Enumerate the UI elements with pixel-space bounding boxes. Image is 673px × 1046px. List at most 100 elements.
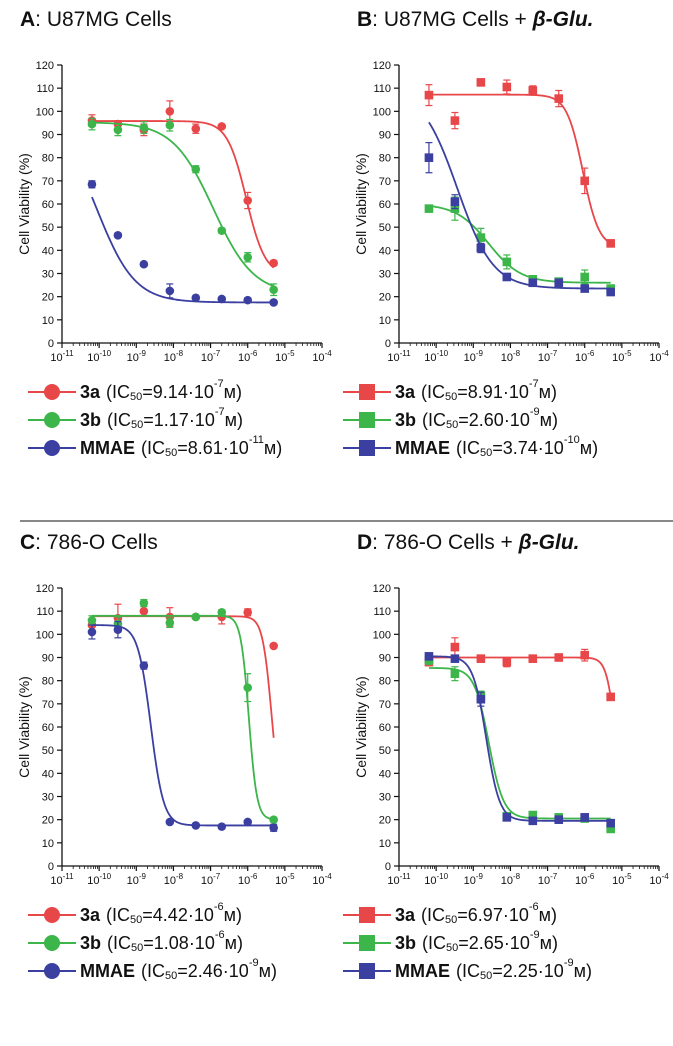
legend-ic50-exp: -6 bbox=[214, 901, 224, 913]
legend-ic50-value: 2.60·10 bbox=[469, 410, 530, 431]
legend-eq: = bbox=[458, 410, 469, 431]
legend-ic-sub: 50 bbox=[445, 914, 457, 926]
legend-ic50-exp: -7 bbox=[215, 406, 225, 418]
legend-item: 3a(IC 50 = 9.14·10 -7 м) bbox=[28, 378, 282, 406]
data-point bbox=[191, 821, 200, 830]
y-tick-label: 90 bbox=[42, 653, 54, 665]
data-point bbox=[451, 643, 460, 652]
legend-unit: м) bbox=[539, 905, 557, 926]
data-point bbox=[580, 273, 589, 282]
x-tick-label: 10-4 bbox=[312, 349, 332, 364]
y-tick-label: 80 bbox=[42, 153, 54, 165]
data-point bbox=[191, 613, 200, 622]
data-point bbox=[425, 652, 434, 661]
data-point bbox=[191, 294, 200, 303]
fit-curve bbox=[92, 616, 274, 738]
data-point bbox=[140, 607, 149, 616]
y-tick-label: 10 bbox=[42, 315, 54, 327]
y-tick-label: 40 bbox=[42, 245, 54, 257]
data-point bbox=[580, 177, 589, 186]
series-3b bbox=[425, 655, 615, 833]
y-tick-label: 100 bbox=[373, 629, 391, 641]
legend-marker bbox=[343, 410, 391, 430]
data-point bbox=[554, 815, 563, 824]
legend-ic-sub: 50 bbox=[446, 942, 458, 954]
fit-curve bbox=[429, 206, 611, 283]
legend-unit: м) bbox=[540, 933, 558, 954]
panel-title-glu: β-Glu. bbox=[533, 8, 594, 31]
legend-marker bbox=[343, 961, 391, 981]
x-tick-label: 10-4 bbox=[649, 349, 669, 364]
x-tick-label: 10-6 bbox=[575, 349, 595, 364]
legend-eq: = bbox=[177, 961, 188, 982]
data-point bbox=[191, 124, 200, 133]
data-point bbox=[425, 91, 434, 100]
y-tick-label: 10 bbox=[379, 838, 391, 850]
y-tick-label: 20 bbox=[42, 815, 54, 827]
legend-item: MMAE (IC 50 = 2.25·10 -9 м) bbox=[343, 957, 592, 985]
data-point bbox=[269, 285, 278, 294]
x-tick-label: 10-8 bbox=[501, 872, 521, 887]
data-point bbox=[243, 196, 252, 205]
legend-item: 3a(IC 50 = 6.97·10 -6 м) bbox=[343, 901, 592, 929]
data-point bbox=[606, 288, 615, 297]
data-point bbox=[269, 823, 278, 832]
legend-ic-sub: 50 bbox=[130, 914, 142, 926]
legend-ic-label: IC bbox=[112, 382, 130, 403]
chart-d: 010203040506070809010011012010-11 10-10 10… bbox=[337, 563, 673, 893]
y-axis-title: Cell Viability (%) bbox=[16, 153, 32, 255]
data-point bbox=[166, 818, 175, 827]
legend: 3a(IC 50 = 4.42·10 -6 м) 3b(IC 50 = 1.08·10-… bbox=[28, 901, 277, 985]
legend-series-name: 3b bbox=[395, 933, 416, 954]
data-point bbox=[243, 818, 252, 827]
data-point bbox=[140, 260, 149, 269]
x-tick-label: 10-4 bbox=[312, 872, 332, 887]
legend-ic-label: IC bbox=[112, 905, 130, 926]
y-tick-label: 70 bbox=[379, 176, 391, 188]
panel-title: C: 786-O Cells bbox=[20, 531, 158, 555]
fit-curve bbox=[92, 616, 274, 819]
legend-eq: = bbox=[177, 438, 188, 459]
legend-eq: = bbox=[142, 905, 153, 926]
legend-marker bbox=[28, 961, 76, 981]
panel-c: C: 786-O Cells 0 10 20 30 40 50 60 70 80 90 100 110… bbox=[0, 523, 336, 1046]
legend-ic-label: IC bbox=[427, 905, 445, 926]
x-tick-label: 10-10 bbox=[424, 349, 448, 364]
y-tick-label: 100 bbox=[36, 106, 54, 118]
legend-eq: = bbox=[143, 410, 154, 431]
y-tick-label: 10 bbox=[379, 315, 391, 327]
y-tick-label: 80 bbox=[379, 676, 391, 688]
data-point bbox=[451, 116, 460, 125]
y-tick-label: 110 bbox=[36, 83, 54, 95]
y-tick-label: 60 bbox=[42, 722, 54, 734]
x-tick-label: 10-8 bbox=[501, 349, 521, 364]
data-point bbox=[243, 253, 252, 262]
legend-ic50-value: 8.61·10 bbox=[188, 438, 249, 459]
data-point bbox=[503, 273, 512, 282]
legend-ic-sub: 50 bbox=[131, 419, 143, 431]
data-point bbox=[114, 126, 123, 135]
legend-marker bbox=[28, 382, 76, 402]
legend-ic50-exp: -10 bbox=[564, 434, 580, 446]
x-tick-label: 10-7 bbox=[201, 872, 221, 887]
x-tick-label: 10-7 bbox=[538, 349, 558, 364]
data-point bbox=[140, 599, 149, 608]
legend-unit: м) bbox=[580, 438, 598, 459]
legend-ic50-exp: -9 bbox=[564, 957, 574, 969]
legend-item: 3b(IC 50 = 1.08·10 -6 м) bbox=[28, 929, 277, 957]
legend-ic50-exp: -7 bbox=[529, 378, 539, 390]
data-point bbox=[606, 693, 615, 702]
legend-marker bbox=[343, 933, 391, 953]
x-tick-label: 10-10 bbox=[424, 872, 448, 887]
data-point bbox=[269, 815, 278, 824]
legend-unit: м) bbox=[540, 410, 558, 431]
legend-ic50-value: 6.97·10 bbox=[468, 905, 529, 926]
fit-curve bbox=[429, 668, 611, 819]
legend-ic50-value: 3.74·10 bbox=[503, 438, 564, 459]
y-tick-label: 50 bbox=[42, 222, 54, 234]
legend-eq: = bbox=[458, 933, 469, 954]
legend-series-name: 3a bbox=[80, 382, 100, 403]
legend-eq: = bbox=[457, 905, 468, 926]
data-point bbox=[88, 180, 97, 189]
data-point bbox=[554, 94, 563, 103]
